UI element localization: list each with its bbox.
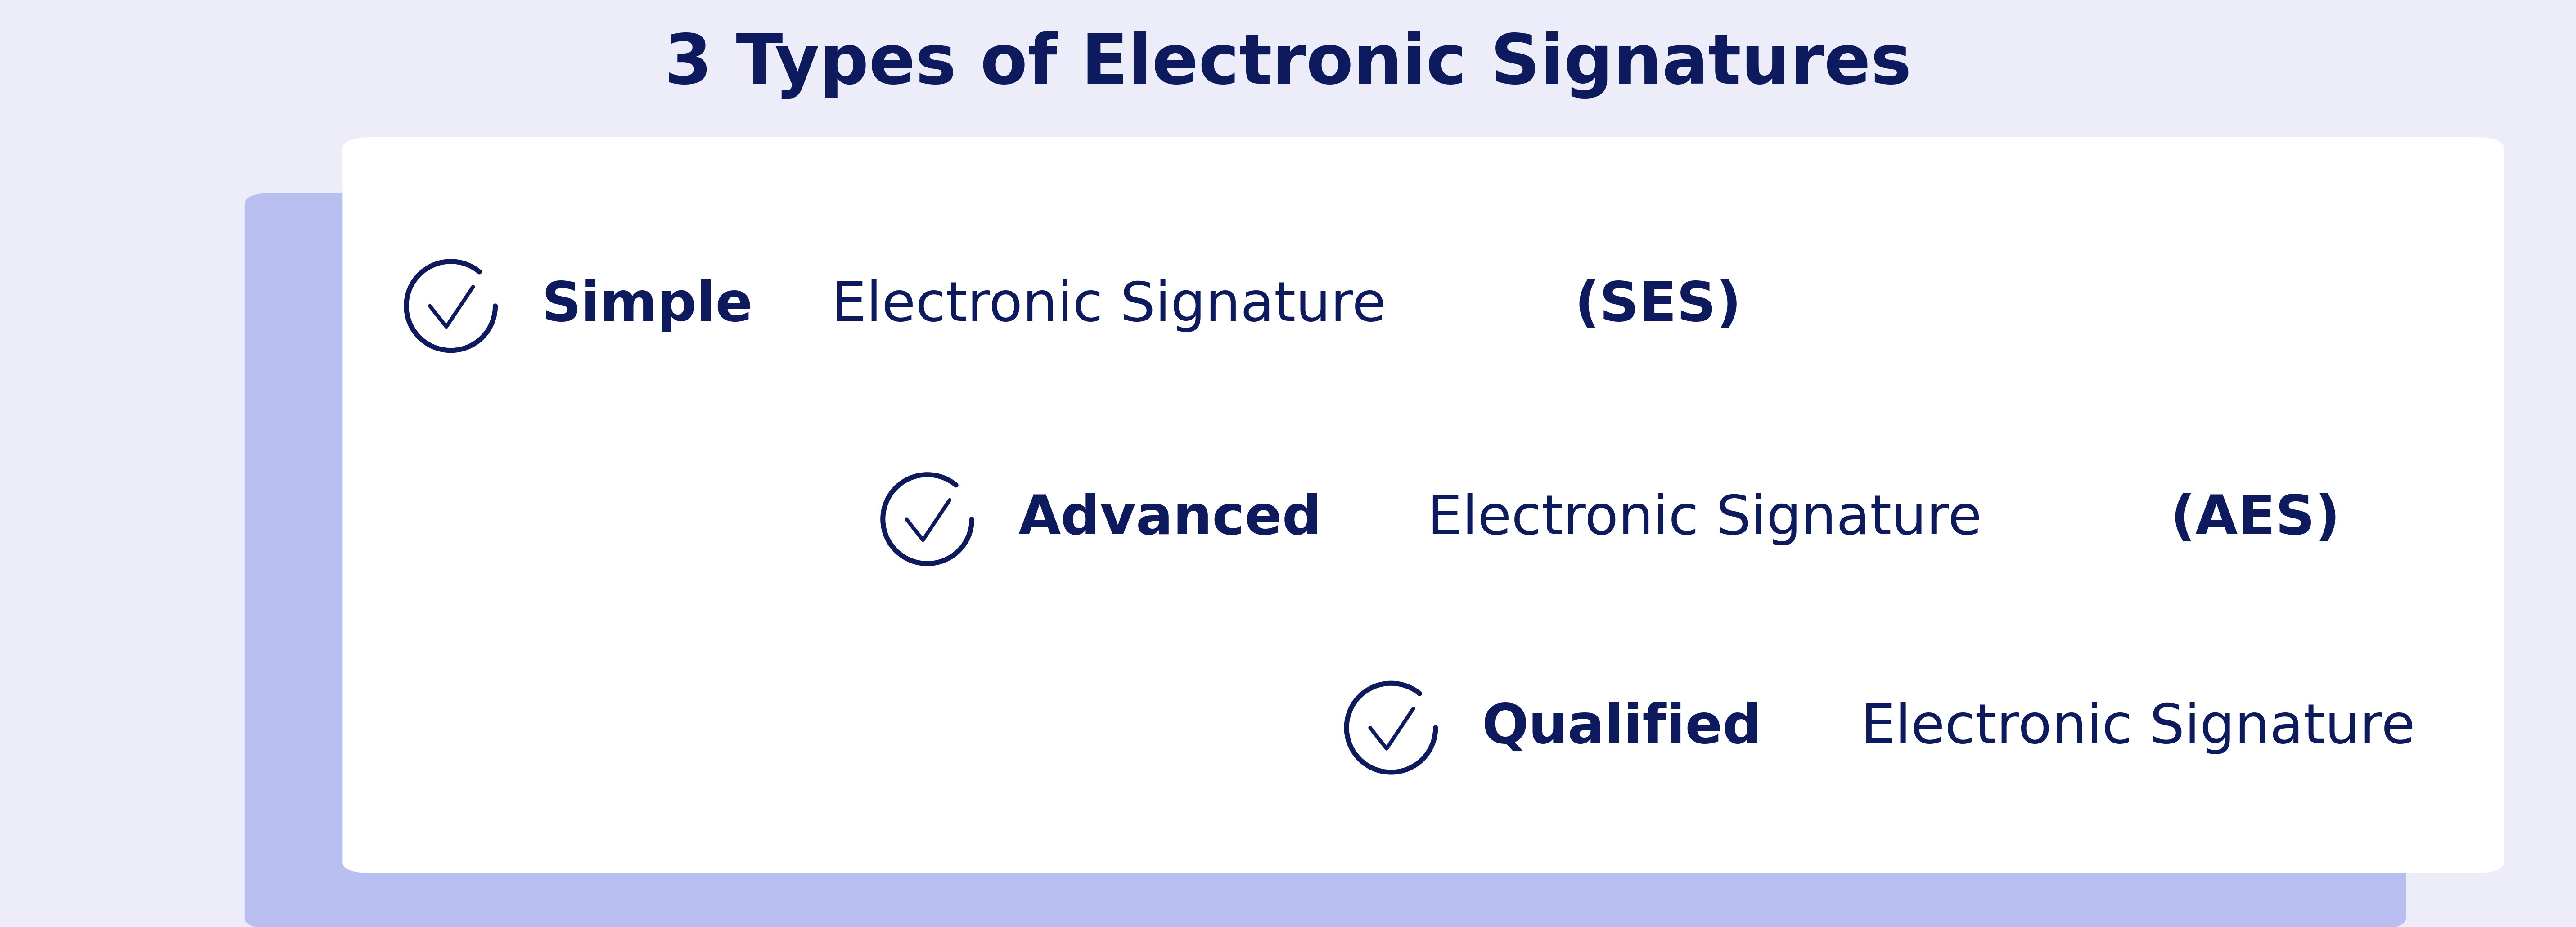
FancyBboxPatch shape [343,137,2504,873]
FancyBboxPatch shape [245,193,2406,927]
Text: (AES): (AES) [2169,493,2339,545]
Text: 3 Types of Electronic Signatures: 3 Types of Electronic Signatures [665,32,1911,98]
Text: Electronic Signature: Electronic Signature [1409,493,1999,545]
Text: Simple: Simple [541,280,752,332]
Text: Electronic Signature: Electronic Signature [1844,702,2432,754]
Text: (SES): (SES) [1574,280,1741,332]
Text: Advanced: Advanced [1018,493,1321,545]
Text: Electronic Signature: Electronic Signature [814,280,1404,332]
Text: Qualified: Qualified [1481,702,1762,754]
